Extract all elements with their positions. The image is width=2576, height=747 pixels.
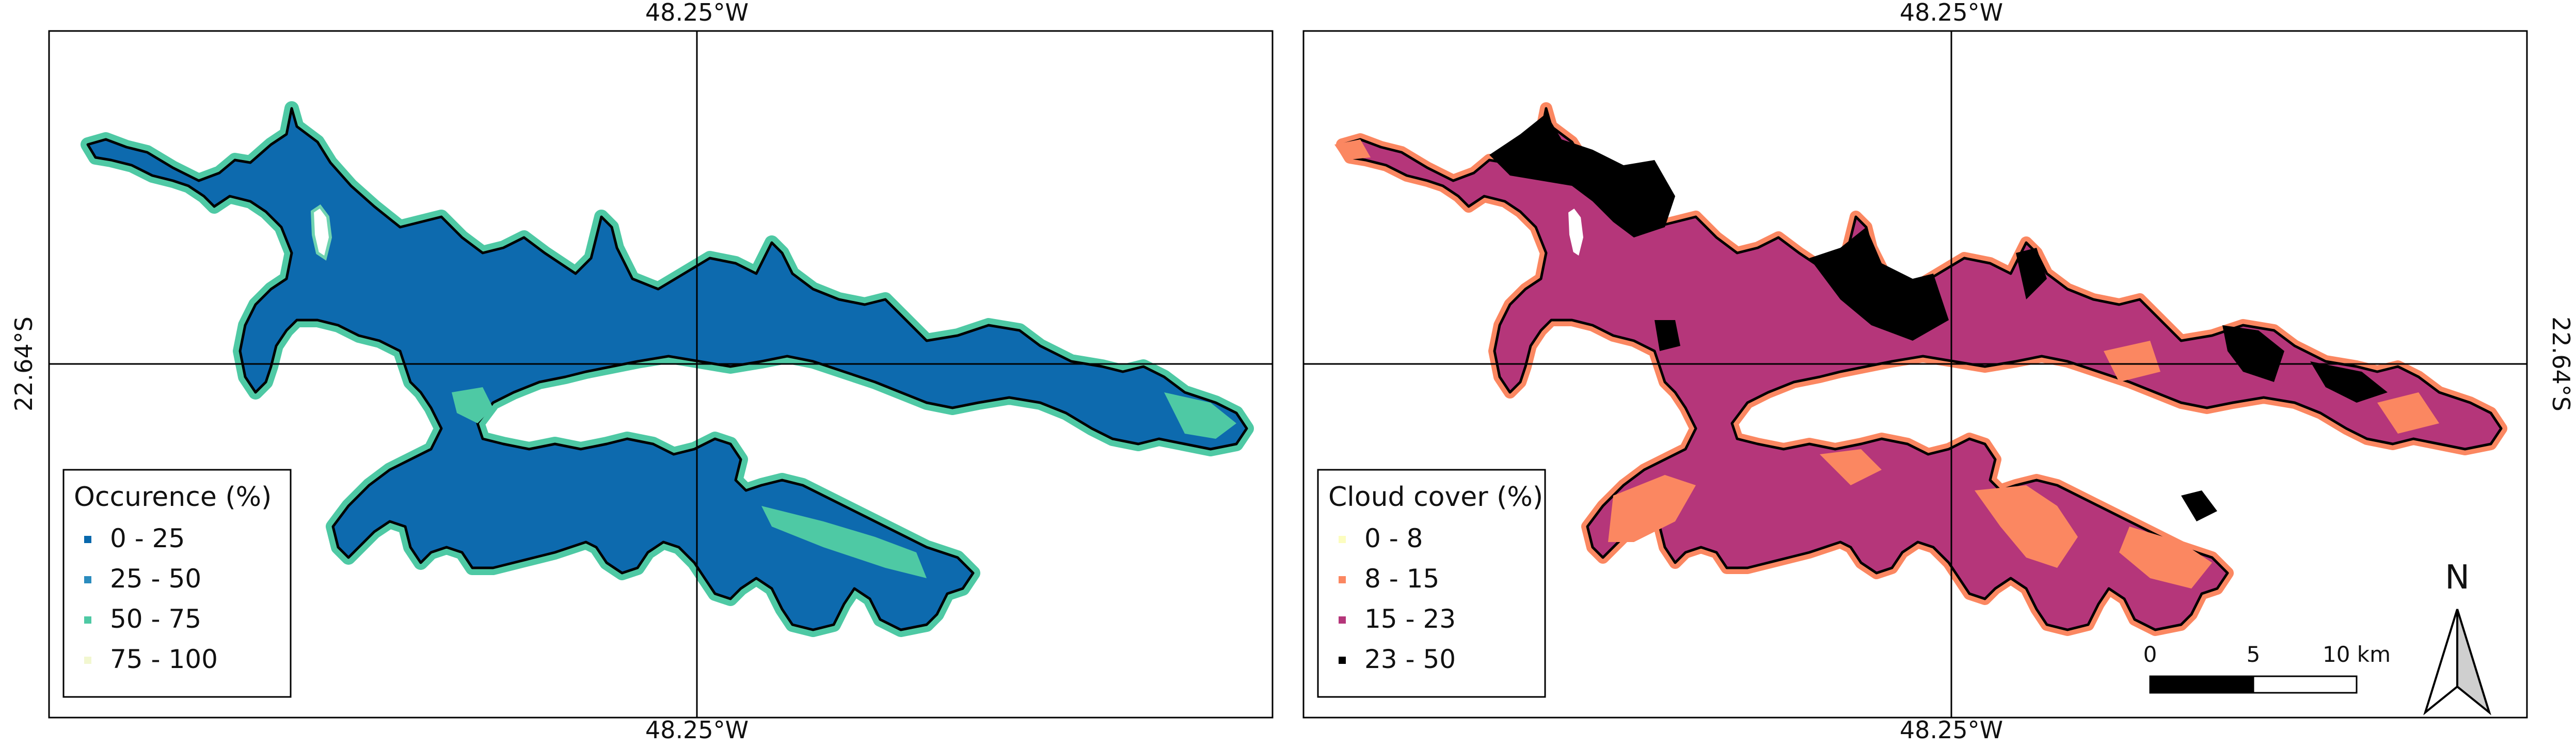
legend-swatch	[1339, 657, 1346, 664]
left-latitude-label: 22.64°S	[10, 316, 38, 411]
legend-swatch	[84, 536, 91, 543]
cloud-cover-legend: Cloud cover (%) 0 - 8 8 - 15 15 - 23 23 - 5…	[1317, 469, 1546, 698]
legend-item-label: 75 - 100	[110, 644, 218, 674]
occurrence-legend: Occurence (%) 0 - 25 25 - 50 50 - 75 75 - 1…	[62, 469, 292, 698]
scale-label-10km: 10 km	[2323, 642, 2391, 667]
cloud-patch-23-50	[2181, 490, 2217, 521]
cloud-patch-23-50	[2016, 248, 2047, 299]
legend-swatch	[84, 616, 91, 624]
cloud-patch-8-15	[1820, 449, 1882, 485]
legend-box	[1317, 469, 1546, 698]
scale-label-0: 0	[2143, 642, 2157, 667]
occurrence-patch	[1164, 392, 1236, 439]
occurrence-patch	[761, 506, 927, 578]
legend-item-label: 0 - 8	[1364, 523, 1423, 553]
scale-bar-segment-light	[2252, 675, 2358, 694]
right-latitude-label: 22.64°S	[2547, 316, 2575, 411]
legend-title: Cloud cover (%)	[1328, 482, 1543, 513]
legend-swatch	[1339, 576, 1346, 583]
legend-swatch	[1339, 616, 1346, 624]
bottom-longitude-label: 48.25°W	[645, 716, 749, 744]
scale-bar: 0 5 10 km	[2143, 642, 2391, 694]
legend-item-label: 15 - 23	[1364, 604, 1456, 634]
legend-item-label: 23 - 50	[1364, 644, 1456, 674]
legend-item-label: 0 - 25	[110, 523, 185, 553]
cloud-patch-23-50	[1655, 320, 1680, 351]
north-arrow-right-half	[2456, 609, 2491, 716]
legend-swatch	[84, 657, 91, 664]
north-arrow: N	[2423, 559, 2491, 716]
cloud-patch-23-50	[2310, 361, 2388, 403]
legend-title: Occurence (%)	[74, 482, 272, 513]
north-label: N	[2445, 559, 2470, 597]
legend-item-label: 25 - 50	[110, 564, 201, 594]
bottom-longitude-label: 48.25°W	[1900, 716, 2003, 744]
legend-box	[62, 469, 292, 698]
cloud-patch-23-50	[1809, 227, 1949, 341]
cloud-patch-23-50	[2222, 325, 2284, 382]
cloud-patch-8-15	[2104, 341, 2160, 382]
cloud-patch-8-15	[2377, 392, 2439, 434]
cloud-patch-8-15	[2119, 527, 2212, 589]
legend-item-label: 8 - 15	[1364, 564, 1439, 594]
legend-item-label: 50 - 75	[110, 604, 201, 634]
scale-bar-segment-dark	[2149, 675, 2254, 694]
top-longitude-label: 48.25°W	[1900, 0, 2003, 26]
top-longitude-label: 48.25°W	[645, 0, 749, 26]
legend-swatch	[84, 576, 91, 583]
cloud-cover-map-panel: Cloud cover (%) 0 - 8 8 - 15 15 - 23 23 - 5…	[1302, 30, 2528, 719]
reservoir-cloud-cover	[1334, 108, 2501, 630]
legend-swatch	[1339, 536, 1346, 543]
cloud-patch-8-15	[1608, 475, 1696, 542]
occurrence-patch	[452, 387, 493, 423]
scale-label-5: 5	[2247, 642, 2261, 667]
occurrence-map-panel: Occurence (%) 0 - 25 25 - 50 50 - 75 75 - 1…	[48, 30, 1274, 719]
cloud-patch-8-15	[1975, 485, 2078, 568]
cloud-patch-8-15	[1334, 139, 1371, 160]
reservoir-occurrence	[88, 108, 1247, 630]
cloud-patch-23-50	[1489, 114, 1675, 237]
